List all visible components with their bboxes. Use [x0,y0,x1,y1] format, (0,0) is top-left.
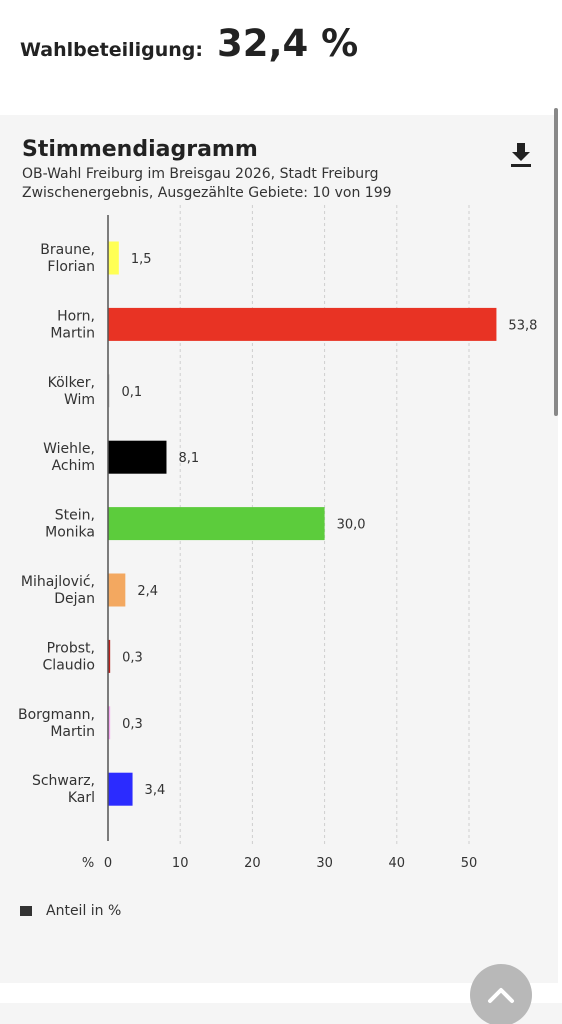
category-label: Mihajlović, [21,574,95,590]
chart-card: Stimmendiagramm OB-Wahl Freiburg im Brei… [0,115,558,983]
bar[interactable] [108,706,111,740]
data-label: 0,3 [122,717,143,732]
next-card-edge [0,1003,562,1024]
category-label: Martin [50,325,95,341]
bar[interactable] [108,507,325,541]
category-label: Achim [52,458,95,474]
category-label: Florian [47,259,95,275]
category-label: Wim [64,392,95,408]
chart-subtitle: OB-Wahl Freiburg im Breisgau 2026, Stadt… [22,166,379,182]
bar[interactable] [108,440,167,474]
x-tick-label: 40 [389,856,406,871]
category-label: Probst, [47,640,95,656]
bar[interactable] [108,573,126,607]
chart-legend[interactable]: Anteil in % [20,903,121,919]
bar[interactable] [108,639,111,673]
chart-title: Stimmendiagramm [22,137,258,162]
bar[interactable] [108,772,133,806]
category-label: Monika [45,525,95,541]
data-label: 53,8 [508,318,537,333]
x-tick-label: 0 [104,856,112,871]
x-tick-label: 50 [461,856,478,871]
category-label: Kölker, [48,375,95,391]
data-label: 3,4 [145,783,166,798]
category-label: Claudio [43,657,95,673]
data-label: 1,5 [131,252,152,267]
legend-swatch [20,906,32,916]
bar[interactable] [108,241,119,275]
bar[interactable] [108,307,497,341]
x-tick-label: 20 [244,856,261,871]
download-icon[interactable] [508,141,534,169]
chart-status: Zwischenergebnis, Ausgezählte Gebiete: 1… [22,185,392,201]
data-label: 8,1 [178,451,199,466]
data-label: 2,4 [137,584,158,599]
turnout-summary: Wahlbeteiligung: 32,4 % [20,22,358,65]
data-label: 30,0 [337,518,366,533]
category-label: Braune, [40,242,95,258]
turnout-value: 32,4 % [217,22,359,65]
scroll-to-top-button[interactable] [470,964,532,1024]
turnout-label: Wahlbeteiligung: [20,39,203,61]
category-label: Karl [68,790,95,806]
x-tick-label: 10 [172,856,189,871]
chevron-up-icon [488,988,514,1003]
scrollbar[interactable] [554,108,558,416]
category-label: Dejan [54,591,95,607]
category-label: Wiehle, [43,441,95,457]
legend-label: Anteil in % [46,903,122,919]
x-unit-label: % [82,856,94,871]
category-label: Stein, [55,508,95,524]
category-label: Horn, [57,308,95,324]
data-label: 0,1 [122,385,143,400]
category-label: Martin [50,724,95,740]
data-label: 0,3 [122,650,143,665]
category-label: Borgmann, [18,707,95,723]
category-label: Schwarz, [32,773,95,789]
x-tick-label: 30 [316,856,333,871]
